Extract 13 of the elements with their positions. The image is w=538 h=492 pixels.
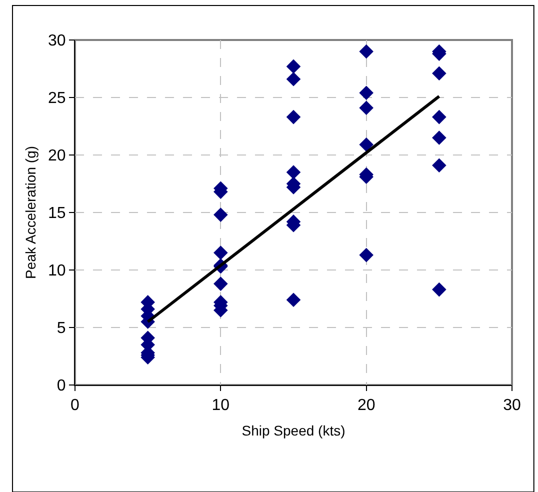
- x-tick-label: 10: [212, 397, 230, 414]
- y-tick-label: 0: [56, 378, 66, 395]
- x-axis-title: Ship Speed (kts): [242, 422, 346, 438]
- x-tick-label: 30: [503, 397, 521, 414]
- y-axis-title: Peak Acceleration (g): [22, 146, 39, 280]
- y-tick-label: 5: [56, 320, 66, 338]
- x-tick-label: 20: [357, 397, 376, 414]
- y-tick-label: 20: [48, 148, 66, 165]
- x-tick-label: 0: [70, 397, 80, 414]
- y-tick-label: 10: [48, 262, 66, 280]
- y-tick-label: 15: [48, 205, 66, 222]
- y-tick-label: 25: [48, 90, 66, 108]
- y-tick-label: 30: [48, 32, 66, 50]
